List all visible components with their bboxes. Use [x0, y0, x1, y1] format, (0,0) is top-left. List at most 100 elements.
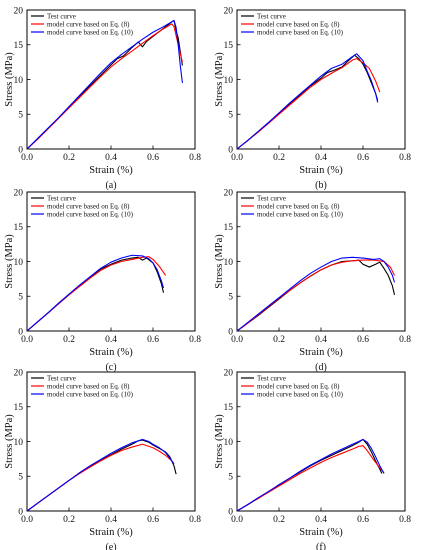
x-tick-label: 0.8	[189, 335, 201, 345]
x-tick-label: 0.0	[21, 153, 33, 163]
legend-label: model curve based on Eq. (10)	[47, 28, 134, 36]
series-line-eq8	[26, 256, 167, 332]
x-tick-label: 0.8	[399, 153, 411, 163]
chart-panel: 0.0 0.2 0.4 0.6 0.8 0 5 10 15 20 Strain (%) Stress …	[214, 6, 411, 191]
x-tick-label: 0.8	[189, 153, 201, 163]
legend-label: Test curve	[47, 12, 76, 20]
y-tick-label: 20	[224, 6, 234, 16]
x-tick-label: 0.0	[21, 335, 33, 345]
y-tick-label: 5	[18, 473, 23, 483]
legend-label: Test curve	[257, 374, 286, 382]
chart-panel: 0.0 0.2 0.4 0.6 0.8 0 5 10 15 20 Strain (%) Stress …	[4, 6, 201, 191]
legend-label: model curve based on Eq. (10)	[47, 210, 134, 218]
y-tick-label: 0	[228, 507, 233, 517]
x-tick-label: 0.4	[315, 153, 327, 163]
y-tick-label: 20	[224, 368, 234, 378]
panel-label: (d)	[315, 362, 327, 373]
y-tick-label: 10	[14, 76, 24, 86]
series-line-test	[26, 256, 165, 332]
y-axis-title: Stress (MPa)	[214, 414, 225, 469]
x-axis-title: Strain (%)	[89, 165, 133, 176]
series-line-test	[236, 54, 379, 150]
x-tick-label: 0.2	[273, 335, 285, 345]
legend-label: Test curve	[47, 374, 76, 382]
x-tick-label: 0.4	[315, 515, 327, 525]
series-line-eq8	[26, 443, 173, 512]
x-tick-label: 0.4	[105, 153, 117, 163]
series-line-eq8	[26, 23, 183, 150]
x-tick-label: 0.2	[273, 153, 285, 163]
y-tick-label: 15	[14, 41, 24, 51]
x-tick-label: 0.6	[357, 515, 369, 525]
series-line-eq10	[26, 438, 175, 512]
panel-label: (b)	[315, 180, 327, 191]
panel-label: (f)	[316, 542, 326, 550]
series-line-eq10	[236, 53, 379, 150]
y-tick-label: 5	[18, 293, 23, 303]
legend-label: Test curve	[257, 12, 286, 20]
x-axis-title: Strain (%)	[89, 527, 133, 538]
series-line-test	[26, 439, 177, 512]
y-tick-label: 0	[18, 507, 23, 517]
y-tick-label: 0	[18, 327, 23, 337]
x-axis-title: Strain (%)	[299, 165, 343, 176]
y-tick-label: 15	[224, 223, 234, 233]
y-tick-label: 0	[18, 145, 23, 155]
y-tick-label: 20	[224, 188, 234, 198]
legend-label: model curve based on Eq. (8)	[257, 202, 340, 210]
y-axis-title: Stress (MPa)	[4, 414, 15, 469]
y-tick-label: 10	[224, 258, 234, 268]
y-axis-title: Stress (MPa)	[214, 52, 225, 107]
y-tick-label: 10	[14, 258, 24, 268]
y-tick-label: 10	[14, 438, 24, 448]
x-tick-label: 0.2	[63, 335, 75, 345]
y-tick-label: 10	[224, 438, 234, 448]
legend-label: model curve based on Eq. (8)	[47, 382, 130, 390]
x-tick-label: 0.4	[315, 335, 327, 345]
legend-label: Test curve	[257, 194, 286, 202]
x-tick-label: 0.6	[147, 515, 159, 525]
series-line-eq8	[236, 445, 385, 512]
y-tick-label: 0	[228, 327, 233, 337]
legend-label: model curve based on Eq. (10)	[257, 210, 344, 218]
legend-label: model curve based on Eq. (8)	[47, 202, 130, 210]
x-tick-label: 0.8	[189, 515, 201, 525]
series-line-eq8	[236, 58, 381, 150]
y-tick-label: 15	[14, 223, 24, 233]
y-tick-label: 20	[14, 6, 24, 16]
legend-label: model curve based on Eq. (8)	[47, 20, 130, 28]
panel-label: (c)	[105, 362, 116, 373]
x-tick-label: 0.6	[357, 153, 369, 163]
series-line-eq10	[236, 256, 396, 332]
x-tick-label: 0.0	[231, 515, 243, 525]
x-tick-label: 0.8	[399, 335, 411, 345]
x-tick-label: 0.6	[147, 335, 159, 345]
y-tick-label: 5	[18, 111, 23, 121]
y-tick-label: 15	[14, 403, 24, 413]
y-tick-label: 20	[14, 368, 24, 378]
x-tick-label: 0.2	[63, 515, 75, 525]
legend-label: model curve based on Eq. (8)	[257, 20, 340, 28]
y-tick-label: 10	[224, 76, 234, 86]
y-axis-title: Stress (MPa)	[4, 52, 15, 107]
panel-label: (a)	[105, 180, 116, 191]
panel-label: (e)	[105, 542, 116, 550]
chart-panel: 0.0 0.2 0.4 0.6 0.8 0 5 10 15 20 Strain (%) Stress …	[4, 368, 201, 550]
y-tick-label: 0	[228, 145, 233, 155]
x-tick-label: 0.2	[63, 153, 75, 163]
x-tick-label: 0.0	[231, 335, 243, 345]
legend-label: model curve based on Eq. (8)	[257, 382, 340, 390]
series-line-test	[26, 19, 183, 150]
x-tick-label: 0.8	[399, 515, 411, 525]
x-axis-title: Strain (%)	[299, 527, 343, 538]
y-tick-label: 15	[224, 403, 234, 413]
y-axis-title: Stress (MPa)	[214, 234, 225, 289]
legend-label: model curve based on Eq. (10)	[47, 390, 134, 398]
y-tick-label: 20	[14, 188, 24, 198]
y-tick-label: 5	[228, 293, 233, 303]
legend-label: model curve based on Eq. (10)	[257, 28, 344, 36]
x-axis-title: Strain (%)	[299, 347, 343, 358]
y-tick-label: 5	[228, 473, 233, 483]
x-tick-label: 0.4	[105, 335, 117, 345]
series-line-eq10	[236, 438, 385, 512]
